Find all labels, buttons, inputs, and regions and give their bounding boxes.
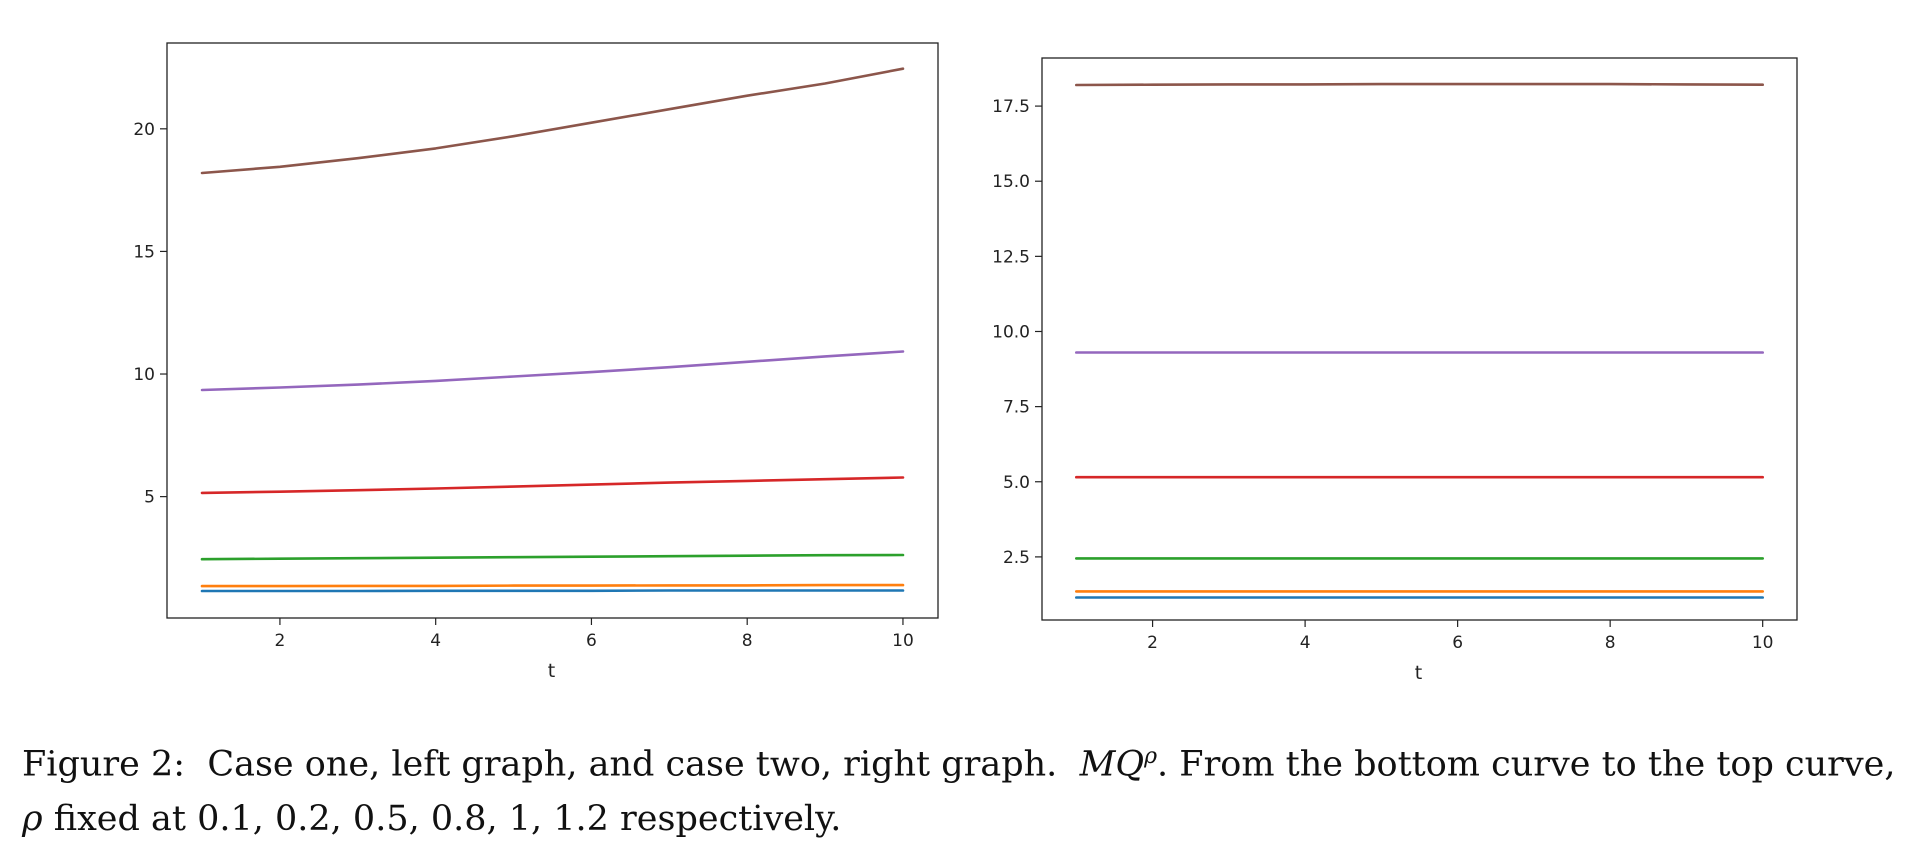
- right-chart: 2 4 6 8 10 2.5 5.0 7.5 10.0 12.5 15.0 17.5 t: [992, 57, 1798, 684]
- left-y-tick-label: 20: [133, 120, 155, 140]
- right-y-tick-label: 12.5: [992, 247, 1030, 267]
- caption-text-a: Case one, left graph, and case two, righ…: [207, 744, 1058, 785]
- left-x-tick-label: 4: [430, 631, 441, 651]
- left-y-tick-label: 5: [144, 488, 155, 508]
- left-x-tick-label: 6: [586, 631, 597, 651]
- caption-math-mq: MQ: [1079, 744, 1145, 785]
- figure-caption: Figure 2: Case one, left graph, and case…: [22, 730, 1902, 846]
- right-y-tick-label: 7.5: [1003, 398, 1030, 418]
- caption-text-b: . From the bottom curve to the top curve…: [1157, 744, 1896, 785]
- left-series-line-6: [200, 67, 905, 175]
- right-x-tick-label: 2: [1147, 633, 1158, 653]
- right-x-tick-label: 10: [1752, 633, 1774, 653]
- right-x-tick-label: 4: [1300, 633, 1311, 653]
- right-y-tick-label: 2.5: [1003, 548, 1030, 568]
- right-y-tick-label: 5.0: [1003, 473, 1030, 493]
- left-series-line-4: [200, 476, 905, 495]
- left-series-line-3: [200, 553, 905, 561]
- left-x-tick-label: 2: [275, 631, 286, 651]
- right-series-line-6: [1075, 82, 1764, 87]
- left-chart: 2 4 6 8 10 5 10 15 20 t: [133, 42, 939, 682]
- left-x-tick-label: 8: [742, 631, 753, 651]
- left-x-axis-label: t: [548, 660, 555, 682]
- right-y-tick-label: 15.0: [992, 172, 1030, 192]
- caption-text-c: fixed at 0.1, 0.2, 0.5, 0.8, 1, 1.2 resp…: [53, 798, 842, 839]
- left-x-tick-label: 10: [892, 631, 914, 651]
- right-x-tick-label: 6: [1452, 633, 1463, 653]
- right-y-tick-label: 17.5: [992, 97, 1030, 117]
- left-series-line-2: [200, 583, 905, 588]
- left-axes-frame: [166, 42, 939, 619]
- right-x-axis-label: t: [1415, 662, 1422, 684]
- right-x-tick-label: 8: [1605, 633, 1616, 653]
- left-series-line-1: [200, 589, 905, 593]
- right-y-tick-label: 10.0: [992, 322, 1030, 342]
- right-axes-frame: [1041, 57, 1798, 621]
- caption-label: Figure 2:: [22, 744, 186, 785]
- caption-math-rho: ρ: [22, 798, 43, 839]
- caption-line-1: Figure 2: Case one, left graph, and case…: [22, 730, 1902, 792]
- caption-math-rho-sup: ρ: [1144, 744, 1158, 769]
- figure-charts: 2 4 6 8 10 5 10 15 20 t 2 4 6 8 10 2.5 5.0 7.5 10.0 12.5 15.…: [133, 42, 1798, 684]
- left-y-tick-label: 15: [133, 242, 155, 262]
- left-series-line-5: [200, 350, 905, 392]
- caption-line-2: ρ fixed at 0.1, 0.2, 0.5, 0.8, 1, 1.2 re…: [22, 792, 1902, 846]
- left-y-tick-label: 10: [133, 365, 155, 385]
